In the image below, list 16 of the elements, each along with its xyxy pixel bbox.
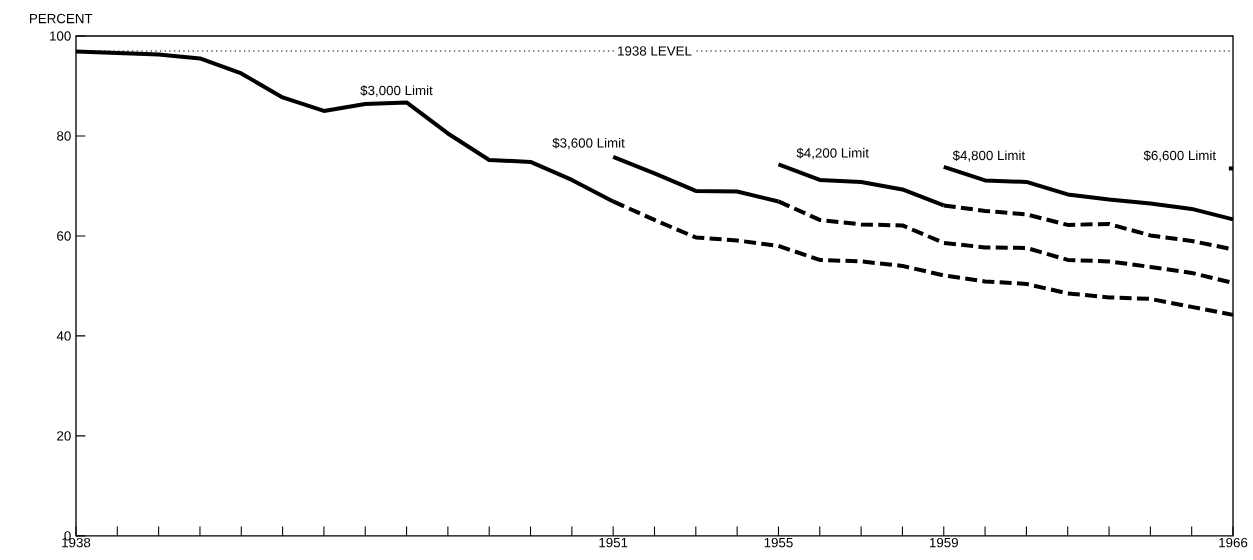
annotation: $3,600 Limit	[552, 137, 625, 150]
y-tick-label: 60	[57, 231, 71, 241]
x-tick-label: 1955	[764, 537, 793, 548]
y-tick-label: 20	[57, 431, 71, 441]
x-tick-label: 1966	[1219, 537, 1248, 548]
y-tick-label: 80	[57, 131, 71, 141]
annotation: $4,800 Limit	[952, 150, 1026, 162]
y-axis-title: PERCENT	[30, 13, 93, 24]
x-tick-label: 1959	[929, 537, 958, 548]
annotation: $4,200 Limit	[796, 147, 869, 160]
annotation: $6,600 Limit	[1143, 150, 1216, 162]
ref-line-label: 1938 LEVEL	[618, 46, 692, 56]
y-tick-label: 100	[50, 31, 71, 41]
x-tick-label: 1951	[599, 537, 628, 548]
y-tick-label: 40	[56, 331, 71, 341]
annotation: $3,000 Limit	[360, 85, 433, 97]
